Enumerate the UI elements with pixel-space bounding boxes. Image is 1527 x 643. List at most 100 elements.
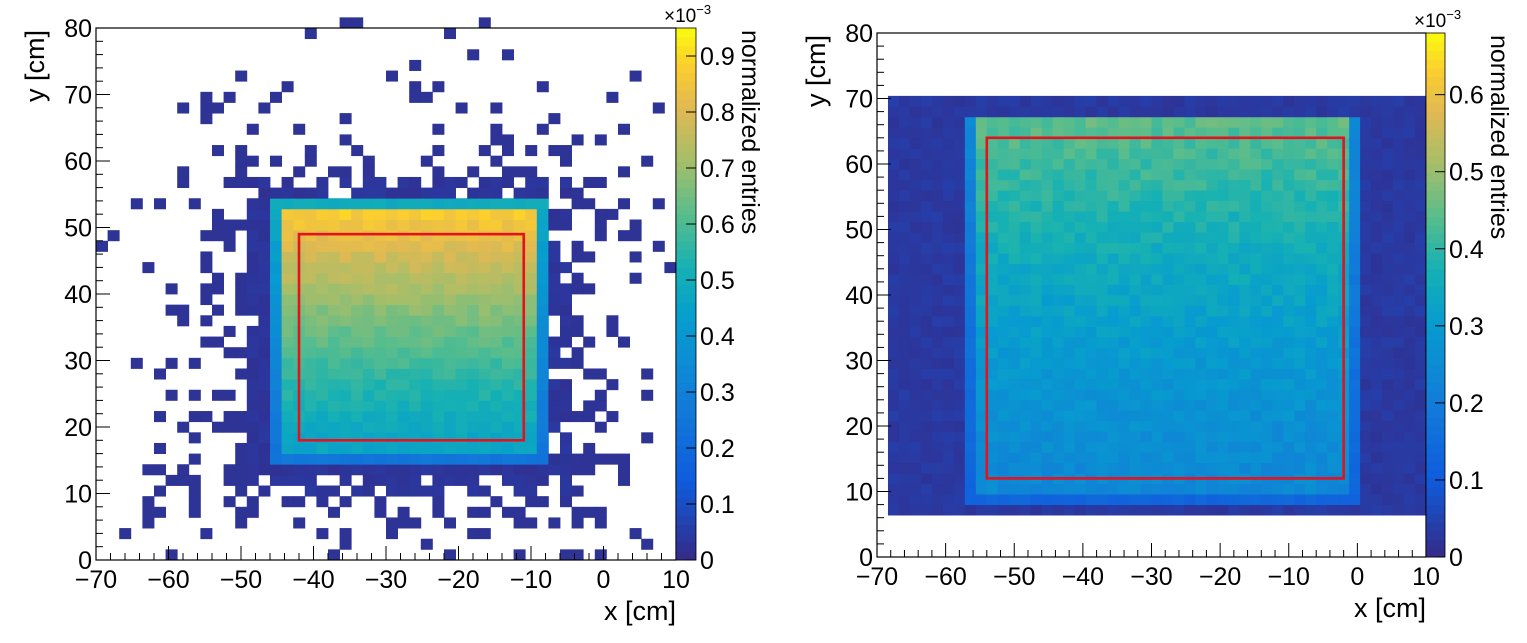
heatmap-cell — [1294, 211, 1306, 223]
heatmap-cell — [1217, 462, 1229, 474]
heatmap-cell — [1096, 242, 1108, 254]
heatmap-cell — [1085, 106, 1097, 118]
heatmap-cell — [1415, 357, 1427, 369]
heatmap-cell — [270, 464, 282, 476]
heatmap-cell — [1008, 95, 1021, 107]
heatmap-cell — [1261, 211, 1273, 223]
heatmap-cell — [1107, 106, 1119, 118]
x-tick-label: 10 — [662, 566, 690, 594]
heatmap-cell — [1239, 389, 1251, 401]
heatmap-cell — [1272, 431, 1284, 443]
heatmap-cell — [536, 421, 549, 433]
heatmap-cell — [1140, 305, 1152, 317]
heatmap-cell — [536, 262, 549, 274]
heatmap-cell — [397, 251, 410, 263]
heatmap-cell — [1008, 274, 1021, 285]
heatmap-cell — [1305, 441, 1317, 453]
heatmap-cell — [1272, 242, 1284, 254]
heatmap-cell — [1404, 441, 1416, 453]
heatmap-cell — [362, 272, 375, 284]
heatmap-cell — [351, 219, 364, 231]
heatmap-cell — [432, 368, 445, 380]
heatmap-cell — [1349, 483, 1361, 495]
heatmap-cell — [898, 410, 911, 422]
heatmap-cell — [898, 452, 911, 464]
heatmap-cell — [1162, 169, 1174, 181]
heatmap-cell — [1316, 179, 1328, 191]
heatmap-cell — [258, 389, 271, 401]
heatmap-cell — [931, 504, 944, 516]
heatmap-cell — [1327, 116, 1339, 128]
heatmap-cell — [583, 336, 596, 348]
heatmap-cell — [1261, 357, 1273, 369]
heatmap-cell — [374, 208, 387, 220]
heatmap-cell — [975, 431, 988, 443]
heatmap-cell — [953, 263, 966, 275]
heatmap-cell — [1019, 410, 1032, 422]
heatmap-cell — [420, 251, 433, 263]
heatmap-cell — [258, 485, 271, 497]
heatmap-cell — [1316, 368, 1328, 380]
heatmap-cell — [1217, 368, 1229, 380]
heatmap-cell — [629, 230, 642, 242]
heatmap-cell — [304, 208, 317, 220]
heatmap-cell — [953, 106, 966, 118]
heatmap-cell — [1283, 253, 1295, 264]
heatmap-cell — [1151, 504, 1163, 516]
y-tick-label: 10 — [845, 479, 873, 507]
heatmap-cell — [1404, 137, 1416, 149]
heatmap-cell — [975, 284, 988, 296]
heatmap-cell — [1096, 378, 1108, 390]
heatmap-cell — [96, 240, 108, 252]
heatmap-cell — [1382, 336, 1394, 348]
heatmap-cell — [898, 378, 911, 390]
heatmap-cell — [478, 304, 491, 316]
heatmap-cell — [1305, 95, 1317, 107]
heatmap-cell — [1162, 378, 1174, 390]
heatmap-cell — [513, 315, 526, 327]
heatmap-cell — [420, 389, 433, 401]
heatmap-cell — [571, 411, 584, 423]
heatmap-cell — [432, 379, 445, 391]
heatmap-cell — [409, 198, 422, 210]
heatmap-cell — [467, 251, 480, 263]
heatmap-cell — [1151, 169, 1163, 181]
heatmap-cell — [293, 517, 306, 529]
heatmap-cell — [1107, 211, 1119, 223]
heatmap-cell — [1162, 221, 1174, 233]
heatmap-cell — [1074, 410, 1087, 422]
heatmap-cell — [1305, 116, 1317, 128]
heatmap-cell — [409, 336, 422, 348]
heatmap-cell — [1096, 190, 1108, 202]
heatmap-cell — [270, 432, 282, 444]
heatmap-cell — [1239, 169, 1251, 181]
heatmap-cell — [997, 169, 1010, 181]
heatmap-cell — [1294, 462, 1306, 474]
heatmap-cell — [1008, 378, 1021, 390]
heatmap-cell — [339, 432, 352, 444]
heatmap-cell — [1360, 452, 1372, 464]
heatmap-cell — [1393, 368, 1405, 380]
heatmap-cell — [1074, 169, 1087, 181]
heatmap-cell — [1195, 211, 1207, 223]
heatmap-cell — [560, 411, 572, 423]
heatmap-cell — [536, 176, 549, 188]
heatmap-cell — [467, 464, 480, 476]
heatmap-cell — [1217, 137, 1229, 149]
heatmap-cell — [1360, 504, 1372, 516]
heatmap-cell — [898, 253, 911, 264]
heatmap-cell — [420, 208, 433, 220]
heatmap-cell — [513, 219, 526, 231]
heatmap-cell — [1041, 158, 1054, 170]
heatmap-cell — [1162, 441, 1174, 453]
heatmap-cell — [1008, 211, 1021, 223]
heatmap-cell — [351, 230, 364, 242]
heatmap-cell — [1382, 452, 1394, 464]
heatmap-cell — [1151, 347, 1163, 359]
heatmap-cell — [571, 272, 584, 284]
heatmap-cell — [432, 315, 445, 327]
heatmap-cell — [420, 262, 433, 274]
heatmap-cell — [1349, 200, 1361, 212]
heatmap-cell — [1008, 148, 1021, 160]
heatmap-cell — [953, 190, 966, 202]
